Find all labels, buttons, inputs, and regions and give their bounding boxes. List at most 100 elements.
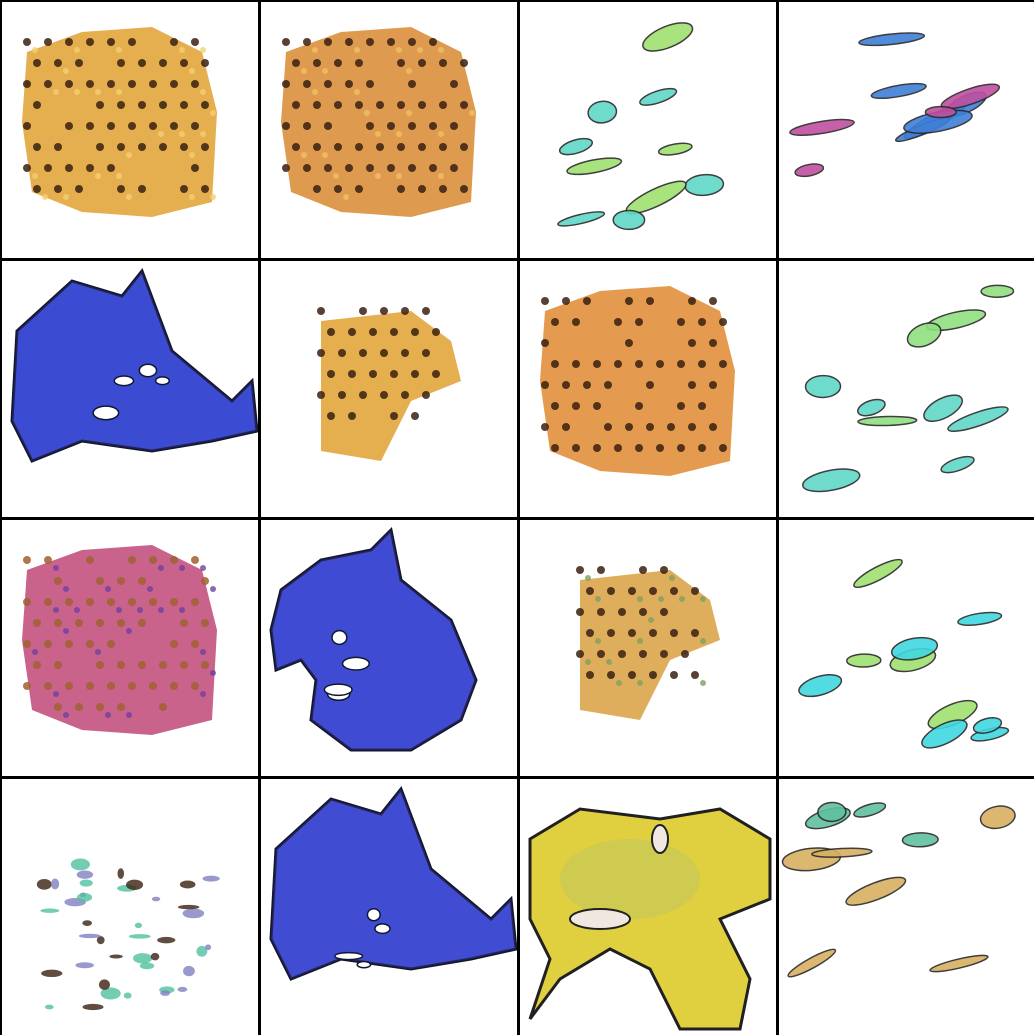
checker-dot <box>96 703 104 711</box>
checker-dot <box>96 101 104 109</box>
fragment <box>787 948 837 978</box>
checker-dot <box>324 80 332 88</box>
highlight-dot <box>189 152 195 158</box>
checker-dot <box>180 619 188 627</box>
highlight-dot <box>375 131 381 137</box>
checker-dot <box>719 360 727 368</box>
checker-dot <box>180 101 188 109</box>
checker-dot <box>408 80 416 88</box>
checker-dot <box>65 640 73 648</box>
checker-dot <box>54 703 62 711</box>
fragment <box>924 105 957 119</box>
checker-dot <box>572 360 580 368</box>
tile-artwork <box>22 27 217 217</box>
checker-dot <box>44 164 52 172</box>
checker-dot <box>390 370 398 378</box>
speck <box>123 992 132 999</box>
checker-dot <box>562 297 570 305</box>
checker-dot <box>649 671 657 679</box>
checker-dot <box>44 38 52 46</box>
highlight-dot <box>406 68 412 74</box>
checker-dot <box>191 122 199 130</box>
checker-dot <box>397 185 405 193</box>
tile-artwork <box>269 786 517 981</box>
checker-dot <box>432 328 440 336</box>
checker-dot <box>23 164 31 172</box>
checker-dot <box>719 444 727 452</box>
checker-dot <box>149 598 157 606</box>
checker-dot <box>408 164 416 172</box>
speck <box>76 892 93 902</box>
blob-hole <box>341 656 370 671</box>
highlight-dot <box>116 607 122 613</box>
tile-artwork <box>10 268 258 463</box>
checker-dot <box>691 629 699 637</box>
checker-dot <box>635 360 643 368</box>
fragment <box>657 142 693 156</box>
checker-dot <box>607 629 615 637</box>
highlight-dot <box>105 712 111 718</box>
checker-dot <box>117 703 125 711</box>
checker-dot <box>107 80 115 88</box>
blob-shape <box>269 786 517 981</box>
checker-dot <box>201 143 209 151</box>
checker-dot <box>450 80 458 88</box>
checker-dot <box>23 598 31 606</box>
fragment <box>979 805 1016 830</box>
checker-dot <box>369 328 377 336</box>
checker-dot <box>614 444 622 452</box>
highlight-dot <box>126 712 132 718</box>
checker-dot <box>180 185 188 193</box>
checker-dot <box>44 640 52 648</box>
checker-dot <box>541 297 549 305</box>
checker-dot <box>33 661 41 669</box>
checker-dot <box>586 587 594 595</box>
fragment <box>557 211 606 227</box>
speck <box>177 986 188 992</box>
checker-dot <box>359 307 367 315</box>
checker-dot <box>128 38 136 46</box>
fragment <box>558 137 594 156</box>
checker-dot <box>422 349 430 357</box>
checker-dot <box>366 122 374 130</box>
checker-dot <box>317 391 325 399</box>
checker-dot <box>338 349 346 357</box>
checker-dot <box>75 703 83 711</box>
checker-dot <box>597 608 605 616</box>
checker-dot <box>586 671 594 679</box>
checker-dot <box>86 556 94 564</box>
highlight-dot <box>42 194 48 200</box>
blob-hole <box>92 405 120 421</box>
checker-dot <box>201 577 209 585</box>
speck <box>134 922 143 929</box>
checker-dot <box>149 122 157 130</box>
checker-dot <box>345 80 353 88</box>
checker-dot <box>429 38 437 46</box>
tile-artwork <box>557 22 725 231</box>
checker-dot <box>23 38 31 46</box>
tile-artwork <box>281 27 476 217</box>
blob-hole <box>323 683 353 697</box>
tile-artwork <box>789 32 1001 178</box>
tile-artwork <box>36 858 220 1011</box>
checker-dot <box>380 391 388 399</box>
checker-dot <box>460 143 468 151</box>
checker-dot <box>86 164 94 172</box>
image-tile <box>2 2 258 258</box>
speck <box>82 920 92 927</box>
checker-dot <box>324 164 332 172</box>
checker-dot <box>355 101 363 109</box>
checker-dot <box>159 143 167 151</box>
highlight-dot <box>210 110 216 116</box>
blob-tint <box>12 271 257 461</box>
blob-hole <box>113 375 135 387</box>
speck <box>96 936 105 945</box>
checker-dot <box>117 619 125 627</box>
highlight-dot <box>417 47 423 53</box>
checker-dot <box>597 650 605 658</box>
checker-dot <box>429 164 437 172</box>
checker-dot <box>317 349 325 357</box>
checker-dot <box>33 185 41 193</box>
fragment <box>957 611 1003 627</box>
checker-dot <box>334 143 342 151</box>
